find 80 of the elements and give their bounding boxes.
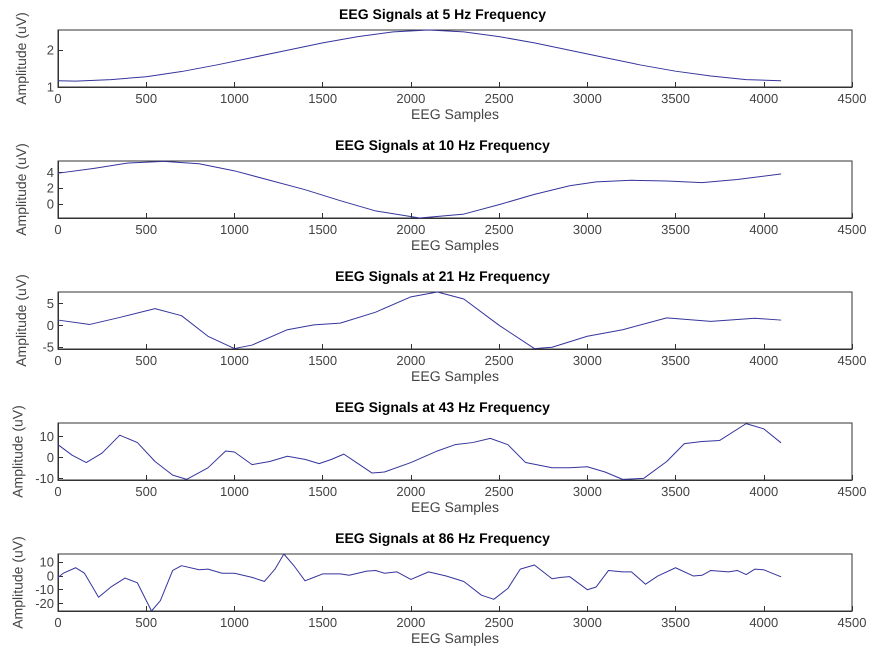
y-axis-title: Amplitude (uV) xyxy=(13,274,29,367)
x-tick-label: 3500 xyxy=(661,91,690,106)
x-tick-label: 1000 xyxy=(220,91,249,106)
x-tick-label: 4500 xyxy=(838,91,866,106)
y-tick-label: 0 xyxy=(46,568,54,584)
line-series xyxy=(58,554,782,612)
y-tick-label: 2 xyxy=(46,180,54,196)
x-tick-label: 3000 xyxy=(572,484,602,499)
x-tick-label: 500 xyxy=(135,222,158,237)
x-tick-label: 3000 xyxy=(572,222,602,237)
y-tick-label: 0 xyxy=(46,318,54,333)
x-tick-label: 1000 xyxy=(220,484,249,499)
line-series xyxy=(58,30,782,82)
chart-title: EEG Signals at 5 Hz Frequency xyxy=(339,6,546,22)
x-tick-label: 4000 xyxy=(749,353,778,368)
x-tick-label: 3500 xyxy=(661,222,690,237)
x-axis-title: EEG Samples xyxy=(411,499,499,515)
x-tick-label: 4000 xyxy=(749,615,778,630)
x-tick-label: 4500 xyxy=(838,484,866,499)
line-series xyxy=(58,423,782,480)
y-tick-label: -10 xyxy=(35,582,54,598)
x-axis-title: EEG Samples xyxy=(411,368,499,384)
x-tick-label: 3000 xyxy=(572,91,602,106)
x-tick-label: 500 xyxy=(135,484,158,499)
x-tick-label: 1500 xyxy=(308,222,338,237)
x-tick-label: 1500 xyxy=(308,615,338,630)
x-axis-title: EEG Samples xyxy=(411,106,499,122)
x-tick-label: 3500 xyxy=(661,615,690,630)
x-tick-label: 2500 xyxy=(484,91,514,106)
x-tick-label: 500 xyxy=(135,615,158,630)
x-tick-label: 4000 xyxy=(749,484,778,499)
x-tick-label: 1000 xyxy=(220,353,249,368)
x-tick-label: 2500 xyxy=(484,484,514,499)
x-tick-label: 2000 xyxy=(396,484,426,499)
y-tick-label: 2 xyxy=(46,42,54,58)
x-tick-label: 1500 xyxy=(308,91,338,106)
x-tick-label: 4500 xyxy=(838,353,866,368)
y-tick-label: -5 xyxy=(42,340,54,355)
x-tick-label: 3000 xyxy=(572,353,602,368)
x-tick-label: 1500 xyxy=(308,353,338,368)
line-series xyxy=(58,292,782,350)
x-tick-label: 500 xyxy=(135,353,158,368)
y-tick-label: 10 xyxy=(40,428,54,444)
x-tick-label: 500 xyxy=(135,91,158,106)
y-tick-label: -20 xyxy=(35,596,54,611)
x-tick-label: 4500 xyxy=(838,222,866,237)
y-axis-title: Amplitude (uV) xyxy=(9,405,26,498)
x-tick-label: 2000 xyxy=(396,353,426,368)
chart-title: EEG Signals at 21 Hz Frequency xyxy=(335,268,550,284)
x-tick-label: 2000 xyxy=(396,615,426,630)
chart-title: EEG Signals at 10 Hz Frequency xyxy=(335,137,550,153)
x-tick-label: 3000 xyxy=(572,615,602,630)
x-tick-label: 4000 xyxy=(749,222,778,237)
y-tick-label: 4 xyxy=(46,164,54,180)
chart-title: EEG Signals at 86 Hz Frequency xyxy=(335,530,550,546)
x-tick-label: 2500 xyxy=(484,615,514,630)
x-tick-label: 1000 xyxy=(220,222,249,237)
x-tick-label: 2500 xyxy=(484,222,514,237)
y-tick-label: 0 xyxy=(46,450,54,465)
chart-title: EEG Signals at 43 Hz Frequency xyxy=(335,399,550,415)
x-tick-label: 4000 xyxy=(749,91,778,106)
x-axis-title: EEG Samples xyxy=(411,630,499,646)
y-tick-label: 0 xyxy=(46,196,54,212)
line-series xyxy=(58,160,782,218)
x-tick-label: 1000 xyxy=(220,615,249,630)
y-tick-label: 5 xyxy=(46,296,54,311)
y-tick-label: -10 xyxy=(35,470,54,486)
x-tick-label: 2500 xyxy=(484,353,514,368)
x-axis-title: EEG Samples xyxy=(411,237,499,253)
x-tick-label: 2000 xyxy=(396,222,426,237)
y-axis-title: Amplitude (uV) xyxy=(13,143,29,236)
y-tick-label: 1 xyxy=(46,80,54,94)
y-axis-title: Amplitude (uV) xyxy=(9,536,26,629)
x-tick-label: 3500 xyxy=(661,484,690,499)
x-tick-label: 4500 xyxy=(838,615,866,630)
x-tick-label: 1500 xyxy=(308,484,338,499)
x-tick-label: 3500 xyxy=(661,353,690,368)
x-tick-label: 2000 xyxy=(396,91,426,106)
y-axis-title: Amplitude (uV) xyxy=(13,12,29,105)
y-tick-label: 10 xyxy=(40,554,54,570)
